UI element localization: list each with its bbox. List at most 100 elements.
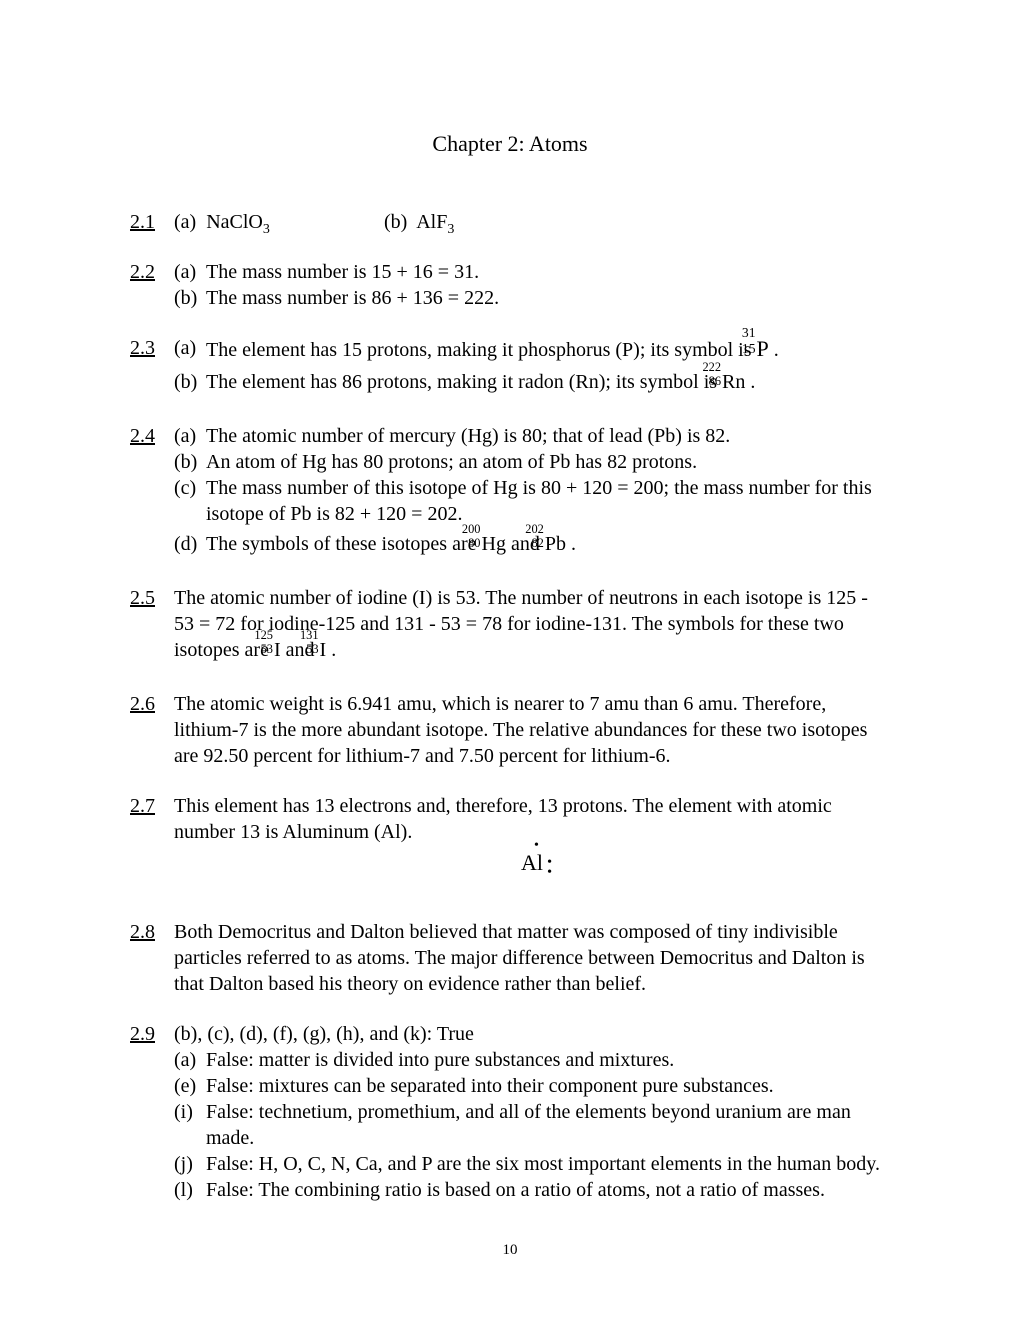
problem-2-5: 2.5 The atomic number of iodine (I) is 5…	[130, 585, 890, 663]
electron-dot: •	[547, 866, 552, 880]
isotope-atomic: 15	[742, 342, 757, 356]
isotope-atomic: 53	[261, 643, 274, 655]
part-d-pre: The symbols of these isotopes are	[206, 533, 482, 555]
isotope-mass: 131	[300, 629, 320, 641]
part-b-formula: AlF	[416, 211, 447, 233]
part-a: (a) False: matter is divided into pure s…	[174, 1047, 890, 1073]
true-line: (b), (c), (d), (f), (g), (h), and (k): T…	[174, 1021, 890, 1047]
problem-number: 2.3	[130, 335, 174, 395]
page: Chapter 2: Atoms 2.1 (a) NaClO3 (b) AlF3…	[0, 0, 1020, 1320]
part-d-post: .	[566, 533, 576, 555]
part-b-sub: 3	[447, 222, 454, 237]
problem-2-3: 2.3 (a) The element has 15 protons, maki…	[130, 335, 890, 395]
part-j-text: False: H, O, C, N, Ca, and P are the six…	[206, 1151, 890, 1177]
part-b-label: (b)	[384, 211, 407, 233]
part-d: (d) The symbols of these isotopes are 20…	[174, 531, 890, 557]
part-a-formula: NaClO	[206, 211, 263, 233]
part-d-label: (d)	[174, 531, 206, 557]
isotope-atomic: 80	[468, 537, 481, 549]
part-e-text: False: mixtures can be separated into th…	[206, 1073, 890, 1099]
isotope-mass: 200	[462, 523, 482, 535]
part-i: (i) False: technetium, promethium, and a…	[174, 1099, 890, 1151]
part-a-text: The mass number is 15 + 16 = 31.	[206, 259, 890, 285]
problem-number: 2.2	[130, 259, 174, 311]
part-a-pre: The element has 15 protons, making it ph…	[206, 339, 757, 361]
part-a: (a) The mass number is 15 + 16 = 31.	[174, 259, 890, 285]
isotope-symbol: I	[274, 637, 281, 663]
isotope-atomic: 86	[709, 375, 722, 387]
part-a-label: (a)	[174, 211, 196, 233]
problem-body: The atomic number of iodine (I) is 53. T…	[174, 585, 890, 663]
part-a: (a) The element has 15 protons, making i…	[174, 335, 890, 363]
problem-body: This element has 13 electrons and, there…	[174, 793, 890, 889]
problem-number: 2.7	[130, 793, 174, 889]
part-a-label: (a)	[174, 259, 206, 285]
isotope-hg: 20080Hg	[482, 531, 506, 551]
element-symbol: Al	[521, 850, 543, 875]
inline-parts: (a) NaClO3 (b) AlF3	[174, 209, 890, 235]
part-b: (b) AlF3	[384, 209, 454, 235]
part-c-text: The mass number of this isotope of Hg is…	[206, 475, 890, 527]
isotope-mass: 222	[702, 361, 722, 373]
problem-number: 2.1	[130, 209, 174, 235]
part-b-label: (b)	[174, 369, 206, 395]
problem-body: The atomic weight is 6.941 amu, which is…	[174, 691, 890, 769]
electron-dot: •	[534, 839, 539, 853]
part-a-text: False: matter is divided into pure subst…	[206, 1047, 890, 1073]
lewis-diagram-al: Al • • •	[174, 849, 890, 889]
lewis-symbol: Al • • •	[521, 849, 543, 878]
part-l-text: False: The combining ratio is based on a…	[206, 1177, 890, 1203]
problem-2-7: 2.7 This element has 13 electrons and, t…	[130, 793, 890, 889]
problem-body: (a) NaClO3 (b) AlF3	[174, 209, 890, 235]
part-a-text: The atomic number of mercury (Hg) is 80;…	[206, 423, 890, 449]
problem-number: 2.6	[130, 691, 174, 769]
part-a-text: The element has 15 protons, making it ph…	[206, 335, 890, 363]
part-e: (e) False: mixtures can be separated int…	[174, 1073, 890, 1099]
problem-2-8: 2.8 Both Democritus and Dalton believed …	[130, 919, 890, 997]
part-b-label: (b)	[174, 449, 206, 475]
problem-body: (a) The mass number is 15 + 16 = 31. (b)…	[174, 259, 890, 311]
isotope-atomic: 82	[531, 537, 544, 549]
part-l-label: (l)	[174, 1177, 206, 1203]
part-b-text: An atom of Hg has 80 protons; an atom of…	[206, 449, 890, 475]
isotope-i131: 13153I	[320, 637, 327, 657]
part-b: (b) An atom of Hg has 80 protons; an ato…	[174, 449, 890, 475]
page-number: 10	[0, 1241, 1020, 1261]
part-b-pre: The element has 86 protons, making it ra…	[206, 371, 722, 393]
part-c-label: (c)	[174, 475, 206, 527]
part-a-label: (a)	[174, 335, 206, 363]
problem-number: 2.9	[130, 1021, 174, 1203]
isotope-pb: 20282Pb	[545, 531, 566, 551]
problem-body: (a) The atomic number of mercury (Hg) is…	[174, 423, 890, 557]
chapter-title: Chapter 2: Atoms	[130, 130, 890, 159]
problem-body: Both Democritus and Dalton believed that…	[174, 919, 890, 997]
part-a: (a) The atomic number of mercury (Hg) is…	[174, 423, 890, 449]
isotope-symbol: Rn	[722, 369, 745, 395]
problem-2-2: 2.2 (a) The mass number is 15 + 16 = 31.…	[130, 259, 890, 311]
part-l: (l) False: The combining ratio is based …	[174, 1177, 890, 1203]
isotope-mass: 202	[525, 523, 545, 535]
problem-2-6: 2.6 The atomic weight is 6.941 amu, whic…	[130, 691, 890, 769]
problem-2-4: 2.4 (a) The atomic number of mercury (Hg…	[130, 423, 890, 557]
isotope-rn: 22286Rn	[722, 369, 745, 389]
isotope-atomic: 53	[306, 643, 319, 655]
p2-7-text: This element has 13 electrons and, there…	[174, 793, 890, 845]
part-a-sub: 3	[263, 222, 270, 237]
part-a-label: (a)	[174, 1047, 206, 1073]
part-j-label: (j)	[174, 1151, 206, 1177]
part-i-label: (i)	[174, 1099, 206, 1151]
part-b: (b) The element has 86 protons, making i…	[174, 369, 890, 395]
part-a-label: (a)	[174, 423, 206, 449]
part-a-post: .	[769, 339, 779, 361]
part-j: (j) False: H, O, C, N, Ca, and P are the…	[174, 1151, 890, 1177]
problem-number: 2.8	[130, 919, 174, 997]
problem-number: 2.4	[130, 423, 174, 557]
part-c: (c) The mass number of this isotope of H…	[174, 475, 890, 527]
isotope-p: 3115P	[757, 335, 769, 357]
problem-number: 2.5	[130, 585, 174, 663]
part-b-post: .	[745, 371, 755, 393]
part-b: (b) The mass number is 86 + 136 = 222.	[174, 285, 890, 311]
part-i-text: False: technetium, promethium, and all o…	[206, 1099, 890, 1151]
part-d-text: The symbols of these isotopes are 20080H…	[206, 531, 890, 557]
part-a: (a) NaClO3	[174, 209, 384, 235]
